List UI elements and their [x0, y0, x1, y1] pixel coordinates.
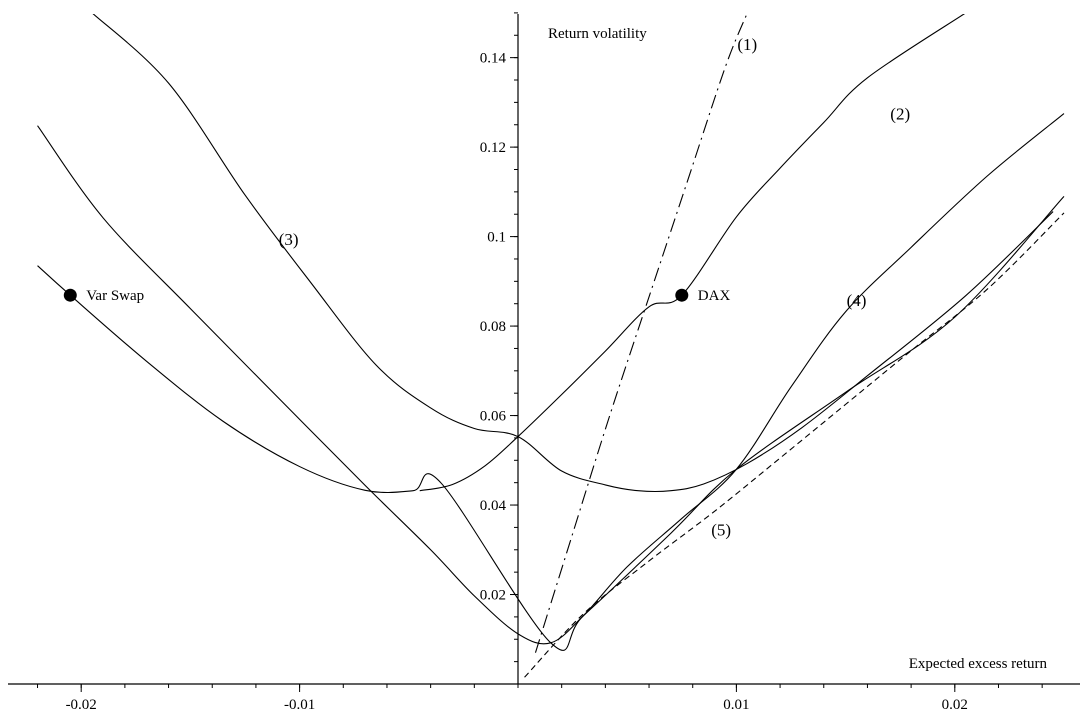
x-tick-label: 0.01: [723, 697, 749, 711]
y-tick-label: 0.1: [487, 230, 506, 246]
x-tick-label: -0.01: [284, 697, 315, 711]
curve-3: [92, 14, 1054, 493]
y-tick-label: 0.12: [480, 140, 506, 156]
var-swap-label: Var Swap: [86, 288, 144, 304]
curve-label-3: (3): [279, 230, 299, 249]
curve-label-1: (1): [737, 35, 757, 54]
curve-2: [419, 14, 966, 492]
y-axis-label: Return volatility: [548, 26, 647, 42]
curve-1: [534, 14, 748, 653]
curve-label-2: (2): [890, 105, 910, 124]
y-tick-label: 0.14: [480, 51, 507, 67]
curve-unlabeled-4: [37, 195, 1065, 651]
y-tick-label: 0.04: [480, 498, 507, 514]
curves: [37, 14, 1065, 678]
var-swap-point: [63, 288, 77, 302]
dax-label: DAX: [698, 288, 731, 304]
x-tick-label: -0.02: [66, 697, 97, 711]
curve-5: [524, 212, 1065, 678]
labels: Return volatility Expected excess return (…: [63, 26, 1048, 672]
x-tick-label: 0.02: [942, 697, 968, 711]
x-axis-label: Expected excess return: [909, 656, 1048, 672]
curve-4: [37, 113, 1065, 645]
curve-label-5: (5): [711, 521, 731, 540]
y-tick-label: 0.08: [480, 319, 506, 335]
axes: -0.02 -0.01 0.01 0.02 0.02 0.04 0.06 0.08 0.1 0.1…: [8, 12, 1080, 711]
y-tick-label: 0.02: [480, 588, 506, 604]
curve-label-4: (4): [847, 291, 867, 310]
y-tick-label: 0.06: [480, 409, 507, 425]
dax-point: [675, 288, 689, 302]
